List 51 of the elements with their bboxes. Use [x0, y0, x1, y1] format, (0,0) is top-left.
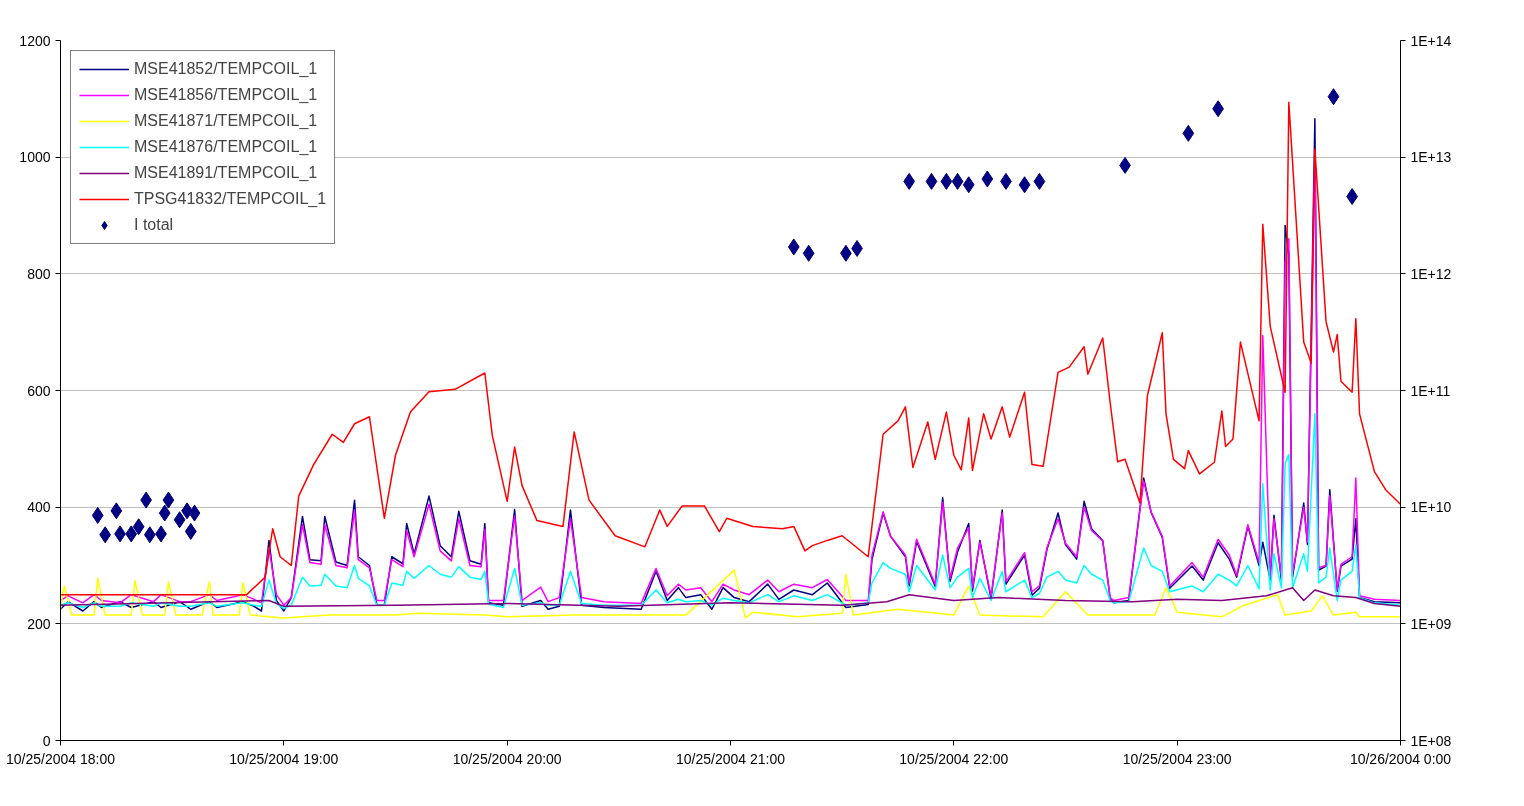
point — [1182, 124, 1195, 142]
y-tick-label: 1200 — [19, 32, 51, 49]
legend-label: TPSG41832/TEMPCOIL_1 — [134, 190, 327, 208]
y2-tick-label: 1E+13 — [1410, 149, 1452, 166]
y-tick-label: 800 — [27, 265, 51, 282]
line-series — [60, 569, 1401, 619]
point — [162, 491, 175, 509]
point — [158, 504, 171, 522]
point — [188, 504, 201, 522]
y2-tick-label: 1E+10 — [1410, 499, 1452, 516]
point — [802, 244, 815, 262]
point — [110, 502, 123, 520]
legend-label: I total — [134, 216, 174, 234]
point — [125, 525, 138, 543]
legend-label: MSE41856/TEMPCOIL_1 — [134, 86, 318, 104]
legend-label: MSE41852/TEMPCOIL_1 — [134, 60, 318, 78]
x-tick-label: 10/26/2004 0:00 — [1349, 750, 1452, 767]
y2-tick-label: 1E+11 — [1410, 382, 1451, 399]
point — [91, 506, 104, 524]
legend-label: MSE41876/TEMPCOIL_1 — [134, 138, 318, 156]
point — [173, 511, 186, 529]
point — [787, 238, 800, 256]
y-tick-label: 600 — [27, 382, 51, 399]
point — [940, 172, 953, 190]
x-tick-label: 10/25/2004 22:00 — [899, 750, 1009, 767]
point — [925, 172, 938, 190]
y-tick-label: 0 — [42, 732, 51, 749]
point — [132, 518, 145, 536]
y2-tick-label: 1E+08 — [1410, 732, 1452, 749]
y2-tick-label: 1E+14 — [1410, 32, 1452, 49]
point — [1033, 172, 1046, 190]
y-tick-label: 200 — [27, 615, 51, 632]
x-tick-label: 10/25/2004 20:00 — [452, 750, 562, 767]
x-tick-label: 10/25/2004 19:00 — [229, 750, 339, 767]
legend-label: MSE41891/TEMPCOIL_1 — [134, 164, 318, 182]
y-tick-label: 1000 — [19, 149, 51, 166]
point — [184, 522, 197, 540]
x-tick-label: 10/25/2004 23:00 — [1122, 750, 1232, 767]
point — [1018, 176, 1031, 194]
line-series — [60, 586, 1401, 608]
y-tick-label: 400 — [27, 499, 51, 516]
y2-tick-label: 1E+12 — [1410, 265, 1452, 282]
legend-label: MSE41871/TEMPCOIL_1 — [134, 112, 318, 130]
y2-tick-label: 1E+09 — [1410, 615, 1452, 632]
point — [962, 176, 975, 194]
point — [951, 172, 964, 190]
line-series — [60, 413, 1401, 610]
x-tick-label: 10/25/2004 21:00 — [676, 750, 786, 767]
point — [1327, 88, 1340, 106]
point — [981, 170, 994, 188]
x-tick-label: 10/25/2004 18:00 — [6, 750, 116, 767]
